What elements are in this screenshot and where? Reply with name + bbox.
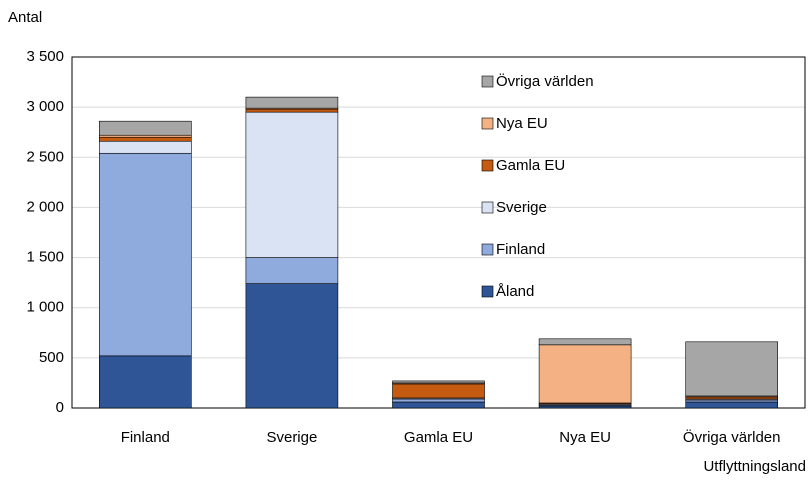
bar-segment bbox=[245, 283, 339, 409]
legend-label: Åland bbox=[496, 283, 534, 300]
legend-label: Gamla EU bbox=[496, 157, 565, 174]
bar-segment bbox=[538, 405, 632, 409]
legend-swatch bbox=[481, 159, 494, 172]
bar-segment bbox=[392, 398, 485, 403]
x-axis-title: Utflyttningsland bbox=[703, 458, 806, 475]
legend-label: Övriga världen bbox=[496, 72, 594, 90]
bar-segment bbox=[99, 152, 192, 357]
x-tick-label: Gamla EU bbox=[404, 429, 473, 446]
bar-segment bbox=[245, 108, 339, 113]
bar-segment bbox=[99, 134, 192, 138]
bar-segment bbox=[685, 341, 779, 397]
y-tick-label: 1 500 bbox=[26, 249, 64, 266]
bar-segment bbox=[392, 380, 485, 384]
legend-label: Sverige bbox=[496, 199, 547, 216]
bar-segment bbox=[245, 111, 339, 258]
bar-segment bbox=[245, 257, 339, 284]
bar-segment bbox=[538, 338, 632, 346]
x-tick-label: Övriga världen bbox=[683, 428, 781, 446]
legend-label: Nya EU bbox=[496, 115, 548, 132]
y-tick-label: 3 500 bbox=[26, 48, 64, 65]
legend-swatch bbox=[481, 75, 494, 88]
legend-swatch bbox=[481, 243, 494, 256]
legend-swatch bbox=[481, 201, 494, 214]
y-tick-label: 2 500 bbox=[26, 148, 64, 165]
bar-segment bbox=[99, 120, 192, 136]
legend-swatch bbox=[481, 285, 494, 298]
x-tick-label: Finland bbox=[121, 429, 170, 446]
bar-segment bbox=[685, 401, 779, 409]
legend-label: Finland bbox=[496, 241, 545, 258]
bar-segment bbox=[99, 136, 192, 142]
x-tick-label: Sverige bbox=[266, 429, 317, 446]
bar-segment bbox=[685, 396, 779, 400]
bar-segment bbox=[392, 401, 485, 409]
bar-segment bbox=[99, 355, 192, 409]
bar-segment bbox=[245, 96, 339, 109]
y-tick-label: 0 bbox=[56, 399, 64, 416]
bar-segment bbox=[685, 399, 779, 403]
y-tick-label: 500 bbox=[39, 349, 64, 366]
x-tick-label: Nya EU bbox=[559, 429, 611, 446]
y-tick-label: 2 000 bbox=[26, 198, 64, 215]
bar-segment bbox=[538, 344, 632, 404]
y-tick-label: 3 000 bbox=[26, 98, 64, 115]
y-tick-label: 1 000 bbox=[26, 299, 64, 316]
bar-segment bbox=[99, 140, 192, 154]
y-axis-title: Antal bbox=[8, 9, 42, 26]
bar-segment bbox=[392, 383, 485, 399]
legend-swatch bbox=[481, 117, 494, 130]
